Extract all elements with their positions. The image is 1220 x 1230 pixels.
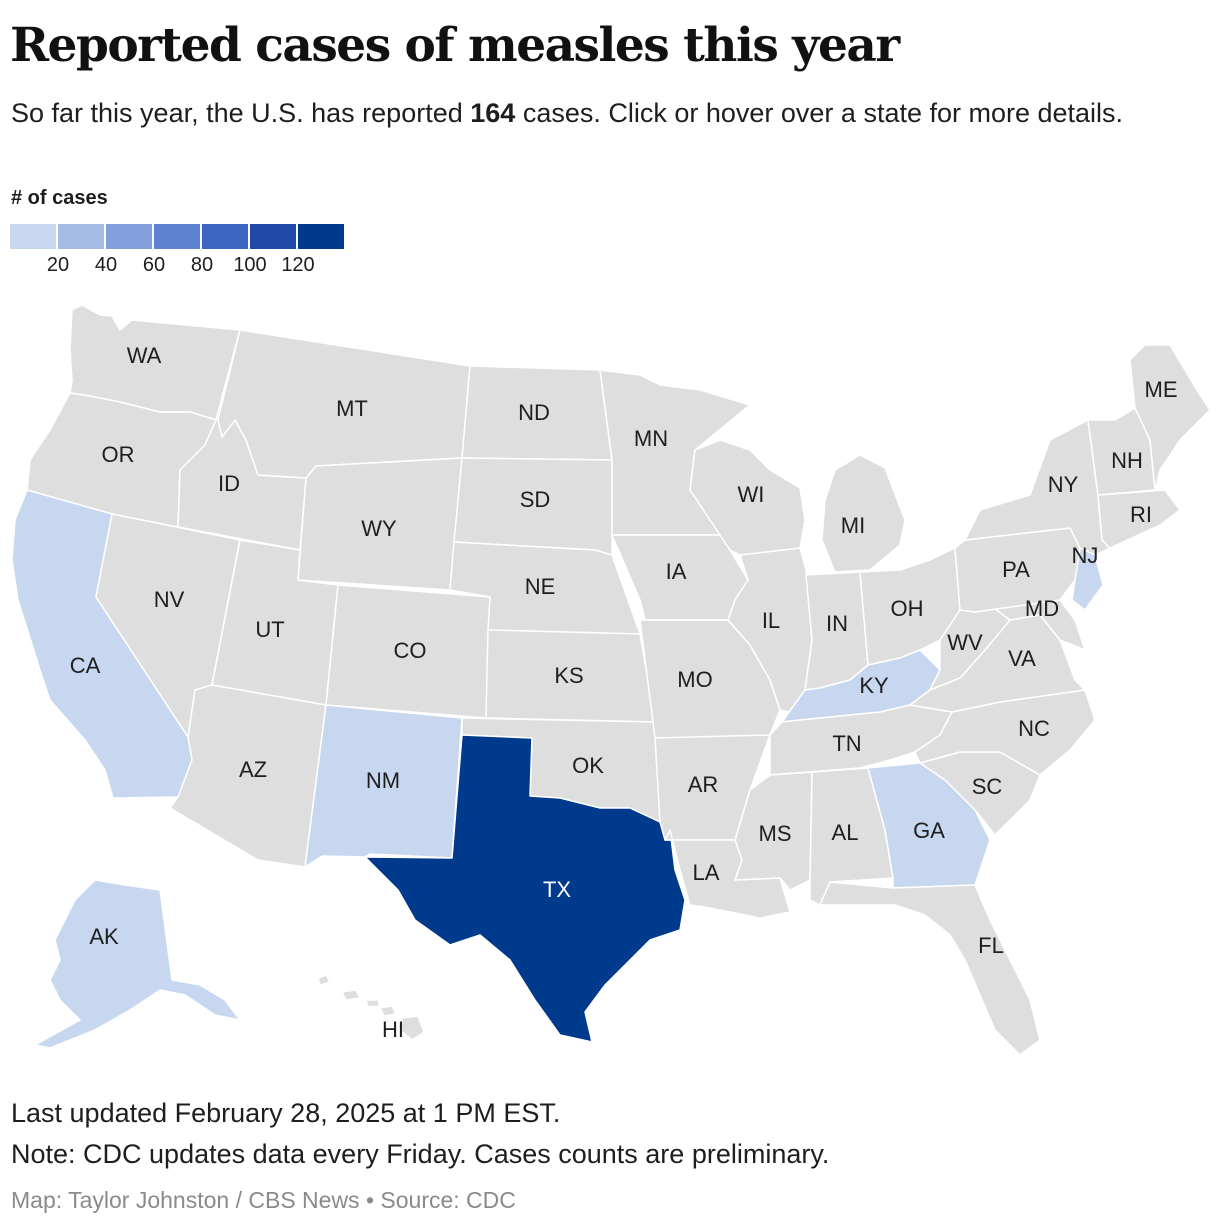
state-label: ND [518,400,550,425]
state-il[interactable] [727,547,813,713]
state-label: MT [336,396,368,421]
state-label: TN [832,731,861,756]
state-label: ME [1145,377,1178,402]
state-label: NC [1018,716,1050,741]
state-shapes [11,304,1211,1056]
state-label: MS [759,821,792,846]
state-ms[interactable] [734,771,813,891]
legend-swatch [250,224,296,249]
state-label: OH [891,596,924,621]
map-title: Reported cases of measles this year [10,18,900,73]
state-label: PA [1002,557,1030,582]
legend-swatch [298,224,344,249]
state-label: KS [554,663,583,688]
state-nc[interactable] [914,689,1096,776]
legend-swatch [58,224,104,249]
state-label: NH [1111,448,1143,473]
state-label: GA [913,818,945,843]
state-label: AK [89,924,119,949]
state-label: MD [1025,596,1059,621]
legend-tick: 40 [94,254,118,276]
data-note: Note: CDC updates data every Friday. Cas… [11,1139,830,1169]
state-mi[interactable] [821,454,906,573]
state-hi-island[interactable] [365,999,381,1008]
state-label: IA [666,559,687,584]
subtitle-text-after: cases. Click or hover over a state for m… [515,98,1124,128]
state-hi[interactable] [317,974,425,1041]
state-label: IL [762,608,780,633]
legend-swatch [202,224,248,249]
source-credit: Map: Taylor Johnston / CBS News • Source… [11,1187,516,1213]
state-label: FL [978,933,1004,958]
color-legend [10,224,344,249]
state-tx[interactable] [364,734,686,1043]
legend-tick: 120 [281,254,315,276]
state-label: OR [102,442,135,467]
state-label: NV [154,587,185,612]
state-label: NE [525,574,556,599]
state-label: SC [972,774,1003,799]
state-label: NJ [1072,543,1099,568]
state-ak[interactable] [34,879,241,1049]
state-label: VA [1008,646,1036,671]
state-md[interactable] [974,599,1086,651]
map-subtitle: So far this year, the U.S. has reported … [11,96,1201,130]
state-label: WY [361,516,397,541]
state-label: LA [693,860,720,885]
state-label: KY [859,673,889,698]
state-label: UT [255,617,284,642]
state-wy[interactable] [297,457,463,591]
state-label: MI [841,513,865,538]
legend-swatch [106,224,152,249]
legend-title: # of cases [11,187,108,209]
legend-swatch [154,224,200,249]
legend-tick: 80 [190,254,214,276]
state-label: MO [677,667,712,692]
state-label: WV [947,630,983,655]
state-label: TX [543,877,571,902]
state-label: WA [127,343,162,368]
state-label: NY [1048,472,1079,497]
state-nm[interactable] [304,704,463,868]
state-hi-island[interactable] [341,989,361,1001]
state-label: NM [366,768,400,793]
subtitle-text-before: So far this year, the U.S. has reported [11,98,471,128]
last-updated: Last updated February 28, 2025 at 1 PM E… [11,1098,561,1128]
state-labels: WA OR CA ID NV MT WY UT AZ CO NM ND SD N… [70,343,1178,1042]
state-ri[interactable] [1097,489,1181,549]
legend-tick: 100 [233,254,267,276]
state-fl[interactable] [819,881,1041,1056]
state-label: HI [382,1017,404,1042]
state-label: CO [394,638,427,663]
legend-swatch [10,224,56,249]
legend-tick: 60 [142,254,166,276]
state-label: WI [738,482,765,507]
state-label: SD [520,487,551,512]
total-case-count: 164 [470,98,516,128]
state-label: MN [634,426,668,451]
state-label: ID [218,471,240,496]
state-hi-island[interactable] [317,974,331,986]
state-label: AZ [239,757,267,782]
state-label: RI [1130,502,1152,527]
state-label: OK [572,753,604,778]
state-label: AL [832,820,859,845]
legend-tick: 20 [46,254,70,276]
state-hi-island[interactable] [399,1015,425,1041]
state-label: CA [70,653,101,678]
state-me[interactable] [1129,344,1211,491]
state-label: IN [826,611,848,636]
state-hi-island[interactable] [379,1005,397,1017]
us-measles-map: WA OR CA ID NV MT WY UT AZ CO NM ND SD N… [11,304,1211,1056]
state-label: AR [688,772,719,797]
